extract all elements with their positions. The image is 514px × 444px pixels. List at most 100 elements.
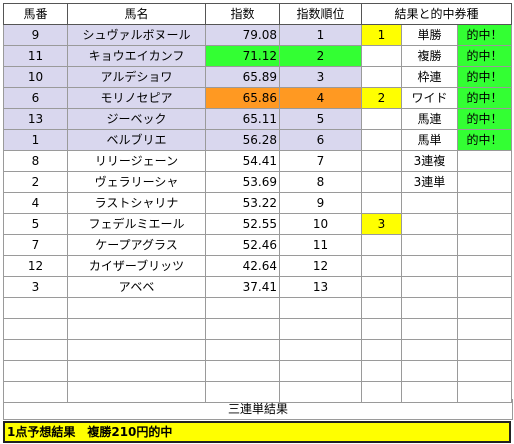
- horse-number: 10: [3, 66, 68, 88]
- hit-mark: 的中！: [457, 87, 512, 109]
- index-rank: 8: [279, 171, 362, 193]
- index-value: 53.69: [205, 171, 280, 193]
- header-horse-name: 馬名: [67, 3, 206, 25]
- finish-position: 2: [361, 87, 402, 109]
- bet-type: [401, 234, 458, 256]
- empty-cell: [205, 339, 280, 361]
- hit-mark: [457, 255, 512, 277]
- index-rank: 13: [279, 276, 362, 298]
- empty-cell: [361, 297, 402, 319]
- index-rank: 12: [279, 255, 362, 277]
- empty-cell: [401, 360, 458, 382]
- index-value: 65.86: [205, 87, 280, 109]
- hit-mark: 的中！: [457, 45, 512, 67]
- empty-cell: [279, 360, 362, 382]
- index-value: 53.22: [205, 192, 280, 214]
- table-row: 3 アベベ 37.41 13: [3, 276, 512, 298]
- horse-number: 1: [3, 129, 68, 151]
- table-row: 1 ベルブリエ 56.28 6 馬単 的中！: [3, 129, 512, 151]
- horse-number: 13: [3, 108, 68, 130]
- index-rank: 2: [279, 45, 362, 67]
- index-rank: 3: [279, 66, 362, 88]
- empty-cell: [457, 318, 512, 340]
- empty-cell: [67, 339, 206, 361]
- index-rank: 4: [279, 87, 362, 109]
- horse-number: 9: [3, 24, 68, 46]
- index-rank: 7: [279, 150, 362, 172]
- empty-row: [3, 297, 512, 319]
- finish-position: [361, 255, 402, 277]
- horse-name: ジーベック: [67, 108, 206, 130]
- index-value: 65.11: [205, 108, 280, 130]
- empty-cell: [457, 297, 512, 319]
- index-rank: 9: [279, 192, 362, 214]
- empty-cell: [401, 318, 458, 340]
- empty-cell: [361, 360, 402, 382]
- table-row: 13 ジーベック 65.11 5 馬連 的中！: [3, 108, 512, 130]
- finish-position: [361, 150, 402, 172]
- header-result-bets: 結果と的中券種: [361, 3, 512, 25]
- empty-cell: [67, 297, 206, 319]
- index-value: 71.12: [205, 45, 280, 67]
- header-index: 指数: [205, 3, 280, 25]
- index-rank: 1: [279, 24, 362, 46]
- horse-name: アベベ: [67, 276, 206, 298]
- finish-position: [361, 171, 402, 193]
- finish-position: [361, 45, 402, 67]
- empty-row: [3, 381, 512, 403]
- table-row: 8 リリージェーン 54.41 7 3連複: [3, 150, 512, 172]
- hit-mark: [457, 171, 512, 193]
- finish-position: [361, 234, 402, 256]
- finish-position: [361, 129, 402, 151]
- hit-mark: [457, 150, 512, 172]
- empty-cell: [205, 297, 280, 319]
- finish-position: [361, 192, 402, 214]
- index-value: 54.41: [205, 150, 280, 172]
- table-row: 7 ケープアグラス 52.46 11: [3, 234, 512, 256]
- horse-name: モリノセピア: [67, 87, 206, 109]
- horse-number: 8: [3, 150, 68, 172]
- horse-number: 11: [3, 45, 68, 67]
- hit-mark: 的中！: [457, 108, 512, 130]
- empty-cell: [3, 297, 68, 319]
- bet-type: 3連単: [401, 171, 458, 193]
- index-value: 65.89: [205, 66, 280, 88]
- bet-type: [401, 276, 458, 298]
- header-index-rank: 指数順位: [279, 3, 362, 25]
- index-value: 79.08: [205, 24, 280, 46]
- table-row: 11 キョウエイカンフ 71.12 2 複勝 的中！: [3, 45, 512, 67]
- finish-position: 1: [361, 24, 402, 46]
- empty-cell: [205, 360, 280, 382]
- horse-name: ベルブリエ: [67, 129, 206, 151]
- table-row: 9 シュヴァルボヌール 79.08 1 1 単勝 的中！: [3, 24, 512, 46]
- empty-cell: [361, 339, 402, 361]
- index-value: 37.41: [205, 276, 280, 298]
- horse-name: ラストシャリナ: [67, 192, 206, 214]
- empty-row: [3, 339, 512, 361]
- horse-name: カイザーブリッツ: [67, 255, 206, 277]
- hit-mark: 的中！: [457, 129, 512, 151]
- table-row: 4 ラストシャリナ 53.22 9: [3, 192, 512, 214]
- horse-name: キョウエイカンフ: [67, 45, 206, 67]
- hit-mark: [457, 276, 512, 298]
- empty-cell: [401, 339, 458, 361]
- empty-cell: [67, 360, 206, 382]
- finish-position: [361, 108, 402, 130]
- index-rank: 11: [279, 234, 362, 256]
- table-row: 12 カイザーブリッツ 42.64 12: [3, 255, 512, 277]
- horse-number: 6: [3, 87, 68, 109]
- trifecta-result-title: 三連単結果: [3, 399, 513, 420]
- horse-number: 2: [3, 171, 68, 193]
- horse-number: 7: [3, 234, 68, 256]
- empty-cell: [361, 318, 402, 340]
- index-value: 42.64: [205, 255, 280, 277]
- bet-type: ワイド: [401, 87, 458, 109]
- empty-cell: [457, 339, 512, 361]
- bet-type: [401, 213, 458, 235]
- empty-cell: [279, 318, 362, 340]
- bet-type: 馬単: [401, 129, 458, 151]
- table-row: 2 ヴェラリーシャ 53.69 8 3連単: [3, 171, 512, 193]
- index-value: 52.46: [205, 234, 280, 256]
- index-rank: 5: [279, 108, 362, 130]
- bet-type: 単勝: [401, 24, 458, 46]
